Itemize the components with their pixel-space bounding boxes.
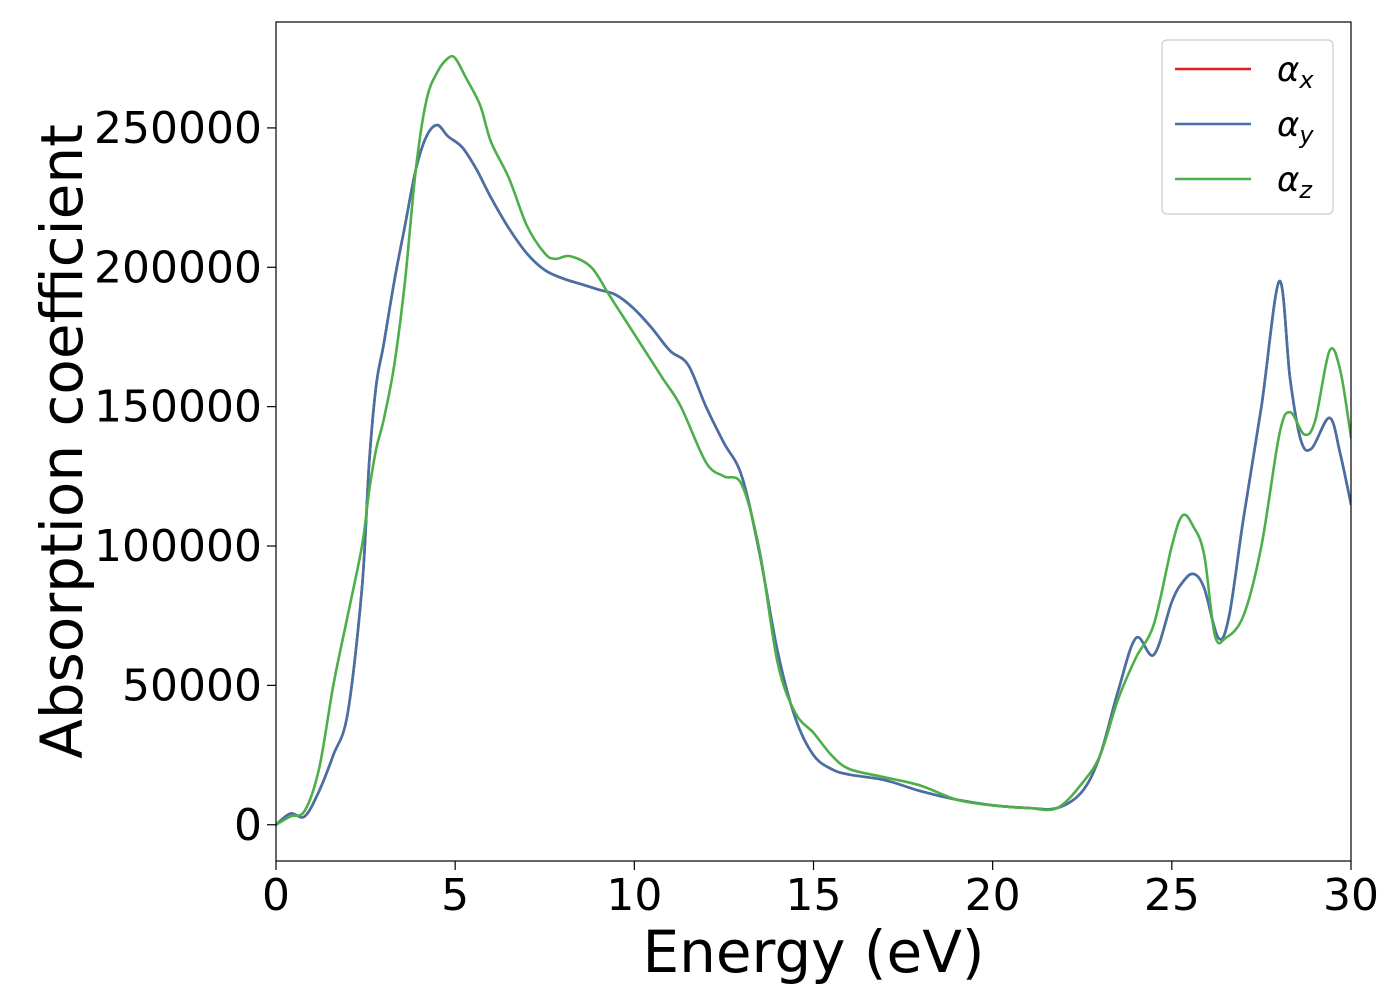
series-line-x bbox=[276, 123, 1351, 827]
x-tick-label: 10 bbox=[606, 870, 662, 921]
x-tick-label: 0 bbox=[262, 870, 290, 921]
legend-label-x: αx bbox=[1277, 50, 1314, 94]
y-axis-label: Absorption coefficient bbox=[28, 124, 96, 759]
x-tick-label: 25 bbox=[1144, 870, 1200, 921]
series-line-z bbox=[276, 54, 1351, 827]
y-axis: 0 50000 100000 150000 200000 250000 bbox=[94, 103, 276, 851]
legend-label-y: αy bbox=[1277, 105, 1314, 149]
series-line-y bbox=[276, 123, 1351, 827]
x-tick-label: 20 bbox=[965, 870, 1021, 921]
y-tick-label: 50000 bbox=[122, 660, 262, 711]
x-tick-label: 5 bbox=[441, 870, 469, 921]
y-tick-label: 0 bbox=[234, 800, 262, 851]
y-tick-label: 150000 bbox=[94, 382, 262, 433]
y-tick-label: 250000 bbox=[94, 103, 262, 154]
x-axis: 0 5 10 15 20 25 30 bbox=[262, 861, 1379, 921]
x-tick-label: 30 bbox=[1323, 870, 1379, 921]
x-tick-label: 15 bbox=[786, 870, 842, 921]
series-lines bbox=[276, 54, 1351, 827]
legend: αx αy αz bbox=[1161, 39, 1334, 215]
y-tick-label: 200000 bbox=[94, 242, 262, 293]
y-tick-label: 100000 bbox=[94, 521, 262, 572]
x-axis-label: Energy (eV) bbox=[642, 918, 984, 986]
legend-label-z: αz bbox=[1277, 160, 1313, 204]
legend-box bbox=[1161, 39, 1334, 215]
